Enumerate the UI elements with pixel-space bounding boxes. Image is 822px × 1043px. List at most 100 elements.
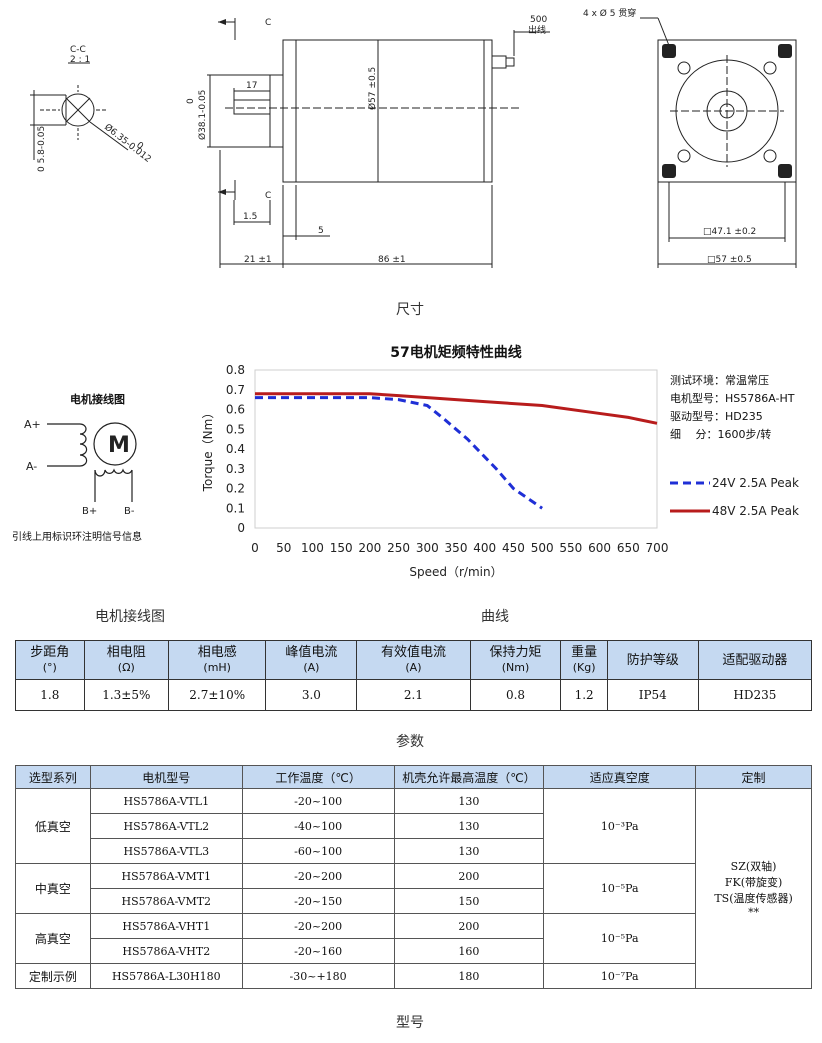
work-temp-cell: -20~200 [241,863,395,889]
dim-17: 17 [246,81,257,91]
table-row: 中真空 HS5786A-VMT1 -20~200 200 10⁻⁵Pa [15,863,812,914]
table-row: HS5786A-VMT2 -20~150 150 [16,888,812,914]
dim-47: □47.1 ±0.2 [703,227,756,237]
y-tick-label: 0.3 [226,462,245,476]
x-tick-label: 200 [358,541,381,555]
work-temp-cell: -20~100 [241,788,395,814]
dim-5: 5 [318,226,324,236]
section-mark-bottom: C [265,191,271,201]
dim-57-square: □57 ±0.5 [707,255,752,265]
dim-500: 500 [530,15,547,25]
chart-info: 测试环境：常温常压 电机型号：HS5786A-HT 驱动型号：HD235 细 分… [670,372,795,444]
model-cell: HS5786A-VHT1 [89,913,243,939]
params-table: 步距角 (°) 相电阻 (Ω) 相电感 (mH) 峰值电流 (A) 有效值电流 (A) 保持力矩 (N… [15,640,813,711]
x-tick-label: 50 [276,541,291,555]
dim-body-dia: Ø57 ±0.5 [367,67,378,110]
x-tick-label: 400 [473,541,496,555]
params-header-cell: 相电感 (mH) [167,640,267,680]
caption-model: 型号 [396,1015,424,1031]
y-axis-label: Torque（Nm） [201,407,215,493]
info-line: 测试环境：常温常压 [670,374,769,387]
x-tick-label: 650 [617,541,640,555]
lead-out-label: 出线 [528,24,546,36]
x-tick-label: 0 [251,541,259,555]
max-temp-cell: 200 [393,863,545,889]
model-cell: HS5786A-VMT1 [89,863,243,889]
x-tick-label: 300 [416,541,439,555]
series-cell: 定制示例 [15,963,91,989]
x-tick-label: 150 [330,541,353,555]
section-mark-top: C [265,18,271,28]
model-header-cell: 机壳允许最高温度（℃） [393,765,545,789]
params-value-cell: IP54 [606,679,699,711]
wiring-note: 引线上用标识环注明信号信息 [12,532,142,543]
params-value-cell: HD235 [697,679,813,711]
model-header-cell: 选型系列 [15,765,91,789]
legend-label: 48V 2.5A Peak [712,504,799,518]
work-temp-cell: -40~100 [241,813,395,839]
label-a-minus: A- [26,460,37,473]
work-temp-cell: -20~160 [241,938,395,964]
caption-curve: 曲线 [481,609,509,625]
x-tick-label: 600 [588,541,611,555]
info-line: 驱动型号：HD235 [670,410,763,423]
caption-params: 参数 [396,734,424,750]
model-cell: HS5786A-VTL1 [89,788,243,814]
table-row: HS5786A-VTL3 -60~100 130 [16,838,812,864]
series-line-48v [255,392,658,425]
series-cell: 高真空 [15,913,91,964]
y-tick-label: 0.5 [226,422,245,436]
model-cell: HS5786A-VTL3 [89,838,243,864]
model-cell: HS5786A-VHT2 [89,938,243,964]
params-header-row: 步距角 (°) 相电阻 (Ω) 相电感 (mH) 峰值电流 (A) 有效值电流 (A) 保持力矩 (N… [15,640,813,680]
params-header-cell: 相电阻 (Ω) [83,640,169,680]
x-axis-label: Speed（r/min） [409,565,502,579]
max-temp-cell: 200 [393,913,545,939]
vacuum-cell: 10⁻³Pa [543,788,697,864]
params-value-cell: 0.8 [469,679,562,711]
series-cell: 低真空 [15,788,91,864]
dimension-drawing: C-C 2 : 1 C C 0 5.8-0.05 Ø6.35-0.012 0 Ø… [30,7,797,268]
max-temp-cell: 160 [393,938,545,964]
work-temp-cell: -20~200 [241,913,395,939]
torque-speed-chart: 0 0.1 0.2 0.3 0.4 0.5 0.6 0.7 0.8 0 50 100 150 200 250… [201,363,799,579]
legend-label: 24V 2.5A Peak [712,476,799,490]
model-header-cell: 适应真空度 [543,765,697,789]
dim-shaft-dia: Ø6.35-0.012 [102,122,153,165]
work-temp-cell: -60~100 [241,838,395,864]
params-header-cell: 有效值电流 (A) [356,640,471,680]
y-tick-label: 0 [237,521,245,535]
max-temp-cell: 130 [393,788,545,814]
info-line: 细 分：1600步/转 [670,428,772,441]
chart-title: 57电机矩频特性曲线 [390,345,522,361]
plot-area [254,369,658,529]
section-scale: 2 : 1 [70,55,90,65]
series-line-24v [255,396,543,510]
params-header-cell: 适配驱动器 [697,640,813,680]
dim-boss-top: 0 [186,98,196,104]
dim-boss-dia: Ø38.1-0.05 [197,90,208,140]
caption-wiring: 电机接线图 [95,609,165,625]
y-tick-label: 0.8 [226,363,245,377]
table-row: 定制示例 HS5786A-L30H180 -30~+180 180 10⁻⁷Pa [15,963,812,989]
params-header-cell: 保持力矩 (Nm) [469,640,562,680]
table-row: 高真空 HS5786A-VHT1 -20~200 200 10⁻⁵Pa [15,913,812,964]
params-value-cell: 1.3±5% [83,679,169,711]
table-row: 低真空 HS5786A-VTL1 -20~100 130 10⁻³Pa SZ(双轴) FK(… [15,788,812,989]
max-temp-cell: 180 [393,963,545,989]
x-tick-label: 700 [646,541,669,555]
info-line: 电机型号：HS5786A-HT [670,392,795,405]
params-value-cell: 1.2 [560,679,608,711]
motor-symbol: M [108,433,130,458]
series-cell: 中真空 [15,863,91,914]
params-value-cell: 1.8 [15,679,85,711]
wiring-diagram: M A+ A- B+ B- [24,418,137,517]
label-b-plus: B+ [82,506,97,517]
vacuum-cell: 10⁻⁵Pa [543,863,697,914]
x-tick-label: 450 [502,541,525,555]
params-header-cell: 重量 (Kg) [560,640,608,680]
custom-cell: SZ(双轴) FK(带旋变) TS(温度传感器) ** [695,788,812,989]
x-tick-label: 550 [559,541,582,555]
model-cell: HS5786A-L30H180 [89,963,243,989]
model-header-row: 选型系列 电机型号 工作温度（℃） 机壳允许最高温度（℃） 适应真空度 定制 [15,765,812,789]
